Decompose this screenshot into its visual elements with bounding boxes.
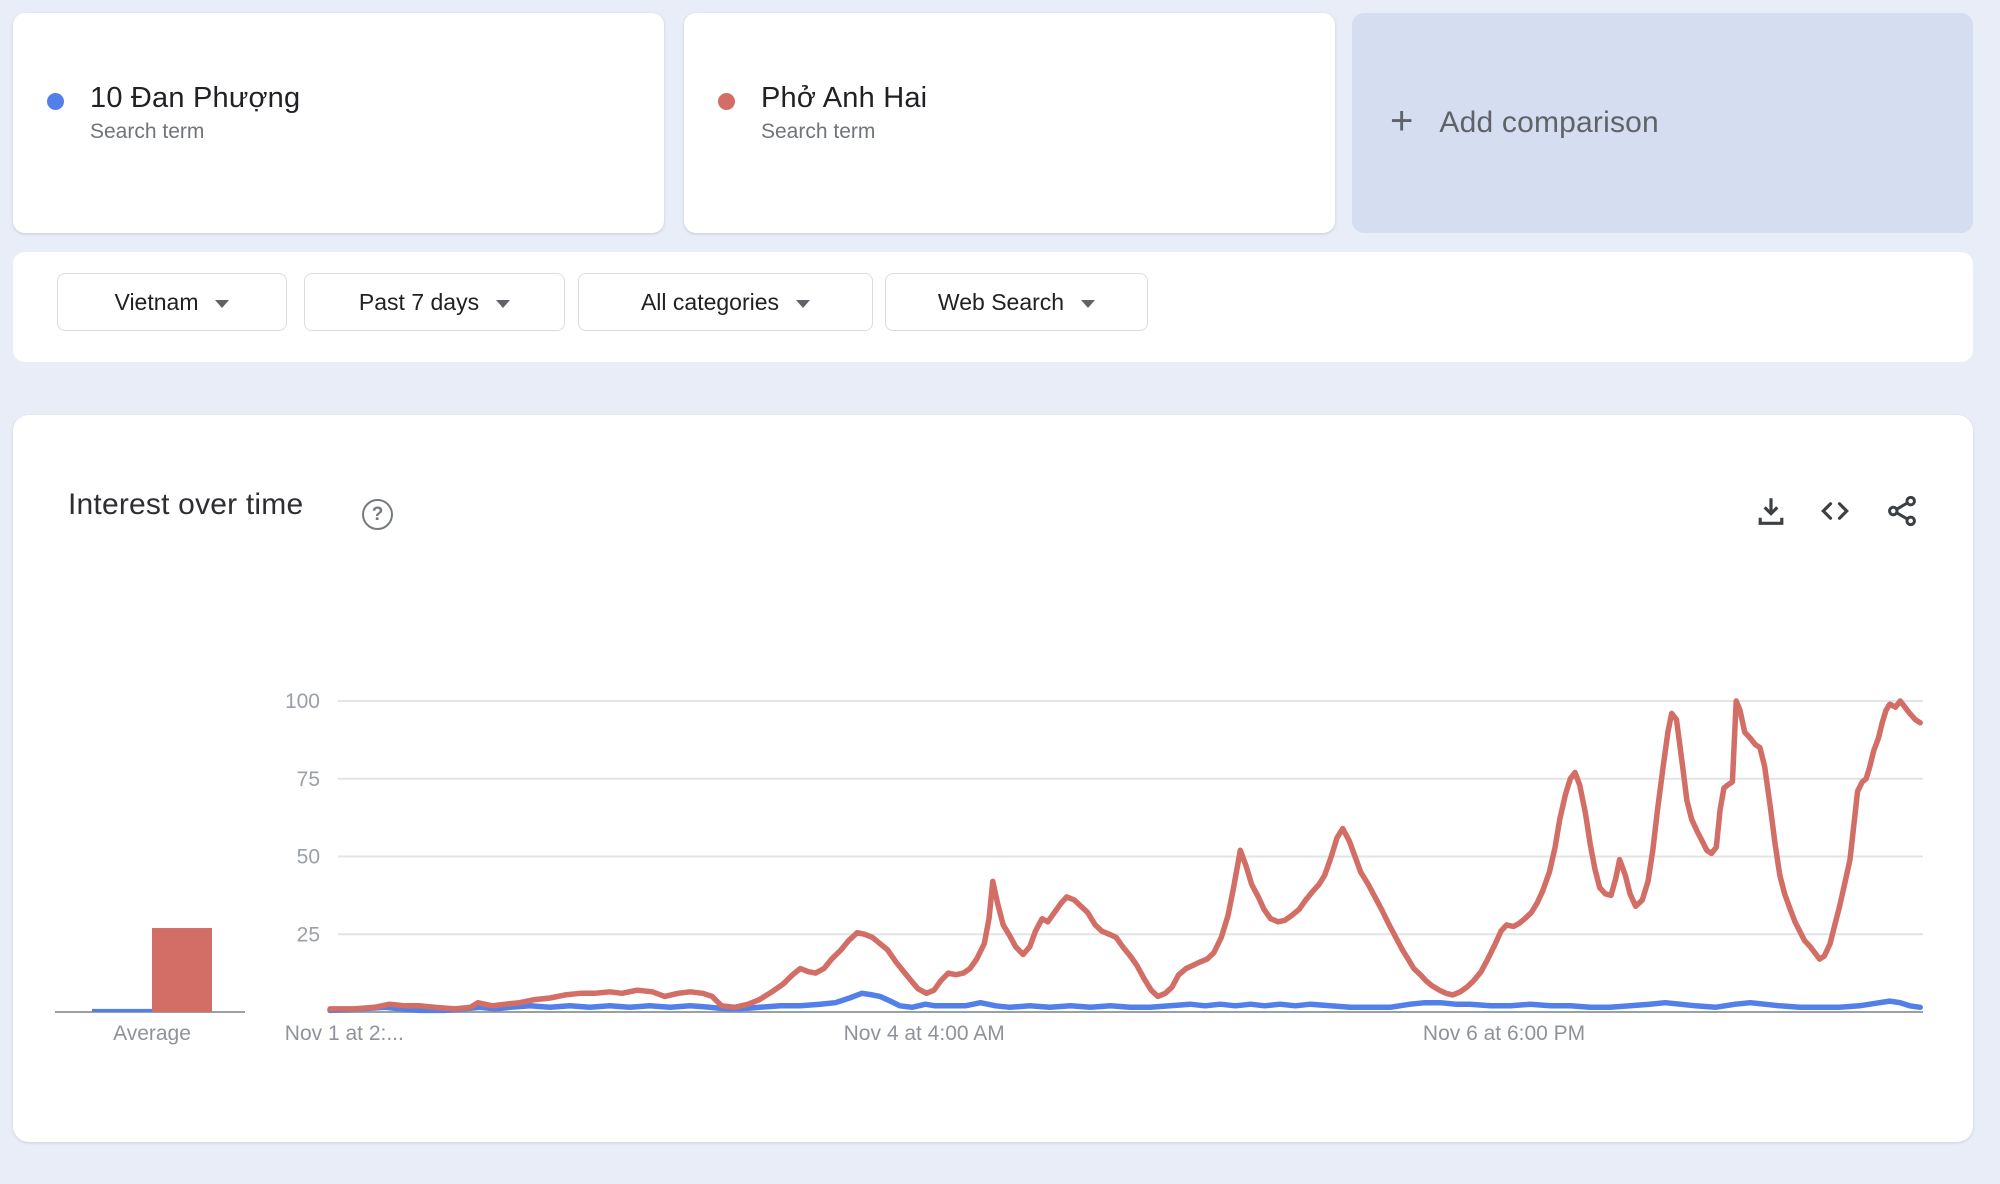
term-title: Phở Anh Hai xyxy=(761,82,928,114)
term-type-label: Search term xyxy=(90,120,205,143)
average-label: Average xyxy=(113,1022,191,1045)
chevron-down-icon xyxy=(496,299,511,308)
y-axis-tick-label: 25 xyxy=(297,923,320,946)
x-axis-tick-label: Nov 1 at 2:... xyxy=(285,1022,404,1045)
help-glyph: ? xyxy=(371,503,384,525)
add-comparison-button[interactable]: + Add comparison xyxy=(1352,13,1973,233)
share-icon[interactable] xyxy=(1884,493,1920,529)
chevron-down-icon xyxy=(796,299,811,308)
interest-chart: 25 50 75 100 Average Nov 1 at 2:... Nov 4 at 4… xyxy=(55,690,1923,1045)
chevron-down-icon xyxy=(1081,299,1096,308)
x-axis-tick-label: Nov 6 at 6:00 PM xyxy=(1423,1022,1585,1045)
section-title: Interest over time xyxy=(68,488,304,521)
term-title: 10 Đan Phượng xyxy=(90,82,301,114)
term-card-2[interactable]: Phở Anh Hai Search term xyxy=(684,13,1335,233)
y-axis-tick-label: 75 xyxy=(297,768,320,791)
series-dot-blue-icon xyxy=(47,93,64,110)
filter-timerange-dropdown[interactable]: Past 7 days xyxy=(304,273,565,331)
y-axis-tick-label: 100 xyxy=(285,690,320,713)
filter-searchtype-value: Web Search xyxy=(937,288,1065,315)
x-axis-tick-label: Nov 4 at 4:00 AM xyxy=(844,1022,1005,1045)
chevron-down-icon xyxy=(215,299,230,308)
filter-timerange-value: Past 7 days xyxy=(358,288,480,315)
average-bar xyxy=(152,928,212,1012)
plus-icon: + xyxy=(1390,99,1414,143)
trend-line[interactable] xyxy=(327,990,1923,1014)
filter-category-dropdown[interactable]: All categories xyxy=(578,273,873,331)
term-card-1[interactable]: 10 Đan Phượng Search term xyxy=(13,13,664,233)
filters-bar: Vietnam Past 7 days All categories Web S… xyxy=(13,252,1973,362)
filter-searchtype-dropdown[interactable]: Web Search xyxy=(885,273,1148,331)
series-dot-red-icon xyxy=(718,93,735,110)
filter-category-value: All categories xyxy=(640,288,780,315)
term-type-label: Search term xyxy=(761,120,876,143)
help-icon[interactable]: ? xyxy=(362,499,393,530)
y-axis-tick-label: 50 xyxy=(297,846,320,869)
download-icon[interactable] xyxy=(1753,493,1789,529)
embed-code-icon[interactable] xyxy=(1817,493,1853,529)
average-bar xyxy=(92,1008,152,1012)
trend-line[interactable] xyxy=(327,698,1923,1012)
filter-region-dropdown[interactable]: Vietnam xyxy=(57,273,287,331)
add-comparison-label: Add comparison xyxy=(1439,106,1659,139)
interest-over-time-card: Interest over time ? 25 50 75 100 Average Nov… xyxy=(13,415,1973,1142)
filter-region-value: Vietnam xyxy=(114,288,199,315)
